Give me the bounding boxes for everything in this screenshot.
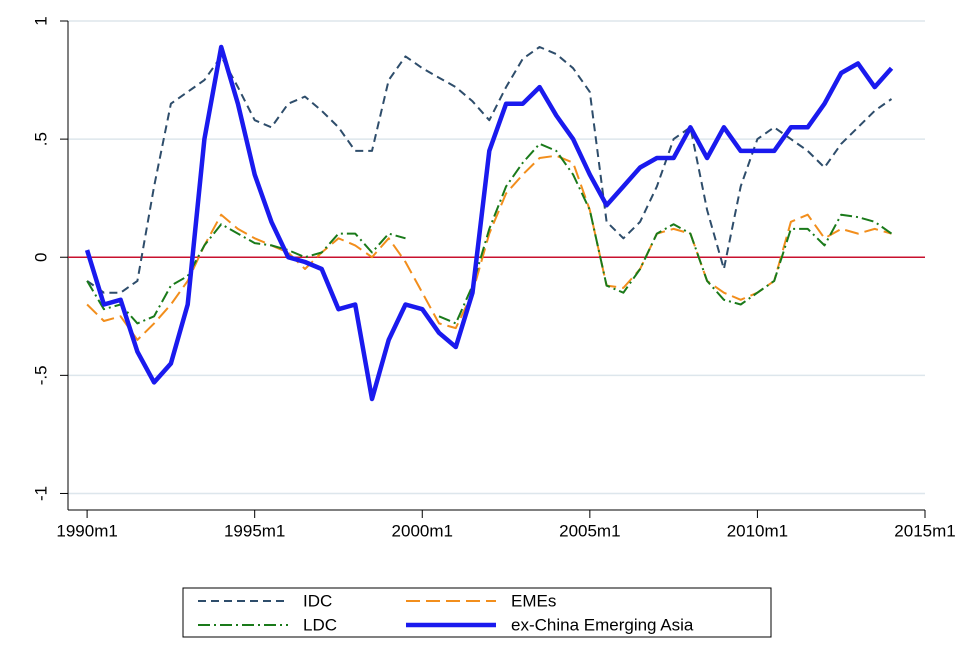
series-line — [86, 46, 893, 294]
y-tick-label: 1 — [31, 16, 50, 25]
series-line — [438, 142, 893, 325]
y-tick-label: .5 — [31, 132, 50, 146]
x-tick-label: 2015m1 — [894, 521, 955, 540]
legend-label: EMEs — [511, 591, 556, 610]
x-tick-label: 1990m1 — [56, 521, 117, 540]
x-tick-label: 1995m1 — [224, 521, 285, 540]
legend: IDC EMEs LDC ex-China Emerging Asia — [182, 587, 772, 638]
series-line — [84, 44, 894, 402]
y-tick-label: -1 — [31, 486, 50, 501]
legend-box — [182, 587, 772, 638]
legend-label: ex-China Emerging Asia — [511, 615, 694, 634]
legend-label: IDC — [303, 591, 332, 610]
series-line — [86, 223, 406, 325]
legend-label: LDC — [303, 615, 337, 634]
x-tick-label: 2000m1 — [392, 521, 453, 540]
y-tick-label: 0 — [31, 252, 50, 261]
x-tick-label: 2005m1 — [559, 521, 620, 540]
x-tick-label: 2010m1 — [727, 521, 788, 540]
y-tick-label: -.5 — [31, 365, 50, 385]
